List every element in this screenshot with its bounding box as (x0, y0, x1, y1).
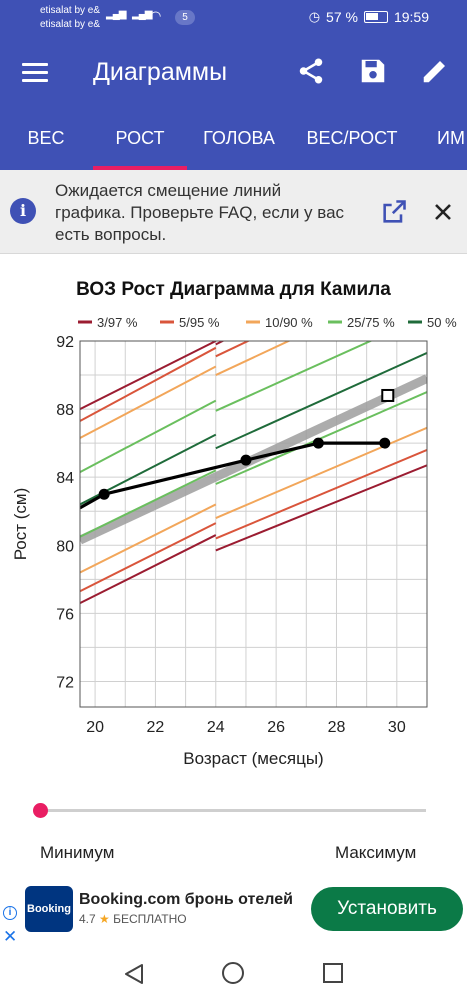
wifi-icon: ◠ (150, 8, 161, 23)
slider-max-label: Максимум (335, 843, 417, 862)
y-tick-label: 72 (56, 674, 74, 691)
data-point (379, 437, 391, 449)
ad-subtitle: 4.7 ★ БЕСПЛАТНО (79, 912, 187, 926)
projected-point (381, 388, 395, 402)
share-icon[interactable] (296, 56, 326, 86)
percentile-line (215, 391, 427, 485)
x-tick-label: 24 (207, 719, 225, 736)
y-tick-label: 80 (56, 538, 74, 555)
close-icon[interactable] (431, 200, 455, 224)
battery-percent: 57 % (326, 9, 358, 25)
percentile-line (215, 426, 427, 519)
ad-title[interactable]: Booking.com бронь отелей (79, 891, 293, 908)
carrier-label: etisalat by e& (40, 19, 101, 30)
plot-area (80, 341, 427, 605)
percentile-line (215, 341, 291, 376)
tab-weight-height[interactable]: ВЕС/РОСТ (306, 128, 398, 148)
percentile-line (80, 522, 217, 593)
x-tick-label: 30 (388, 719, 406, 736)
navigation-bar (0, 944, 467, 1000)
growth-chart: 3/97 % 5/95 % 10/90 % 25/75 % 50 % 72 76 80 84 88… (11, 315, 457, 768)
tab-head[interactable]: ГОЛОВА (203, 128, 275, 148)
percentile-line (80, 399, 217, 473)
x-tick-label: 22 (147, 719, 165, 736)
tab-indicator (93, 166, 187, 170)
y-tick-label: 76 (56, 606, 74, 623)
x-tick-label: 20 (86, 719, 104, 736)
ad-info-icon[interactable]: i (3, 906, 17, 920)
info-icon: i (10, 198, 36, 224)
signal-icon: ▂▄▆ (106, 9, 126, 20)
carrier-label: etisalat by e& (40, 5, 101, 16)
chart-title: ВОЗ Рост Диаграмма для Камила (76, 279, 391, 300)
legend-label: 10/90 % (265, 315, 313, 330)
edit-icon[interactable] (420, 56, 450, 86)
slider-min-label: Минимум (40, 843, 115, 862)
percentile-line (215, 464, 427, 552)
data-point (98, 488, 110, 500)
notification-badge: 5 (175, 10, 195, 25)
notice-text: Ожидается смещение линий графика. Провер… (55, 181, 345, 244)
x-axis-label: Возраст (месяцы) (183, 749, 323, 768)
ad-logo[interactable]: Booking (25, 886, 73, 932)
percentile-line (80, 341, 217, 410)
x-tick-label: 26 (267, 719, 285, 736)
ad-rating: 4.7 (79, 912, 96, 926)
legend-label: 3/97 % (97, 315, 138, 330)
percentile-line (80, 469, 217, 538)
percentile-line (215, 341, 225, 346)
tab-other[interactable]: ИМ (437, 128, 465, 148)
legend-label: 25/75 % (347, 315, 395, 330)
save-icon[interactable] (358, 56, 388, 86)
percentile-line (215, 341, 251, 358)
legend-label: 50 % (427, 315, 457, 330)
range-slider-track[interactable] (38, 809, 426, 812)
ad-close-icon[interactable]: ✕ (3, 927, 18, 946)
tab-weight[interactable]: ВЕС (27, 128, 65, 148)
y-tick-label: 92 (56, 334, 74, 351)
y-tick-label: 84 (56, 470, 74, 487)
y-tick-label: 88 (56, 402, 74, 419)
percentile-line (215, 341, 373, 412)
open-external-icon[interactable] (380, 198, 408, 226)
tab-height[interactable]: РОСТ (115, 128, 165, 148)
clock: 19:59 (393, 9, 429, 25)
range-slider-thumb[interactable] (33, 803, 48, 818)
battery-icon (363, 11, 388, 23)
percentile-line (80, 503, 217, 574)
back-icon[interactable] (125, 964, 143, 984)
data-point (312, 437, 324, 449)
ad-price: БЕСПЛАТНО (113, 912, 187, 926)
recents-icon[interactable] (323, 963, 343, 983)
install-button[interactable]: Установить (311, 887, 463, 931)
alarm-icon: ◷ (308, 9, 321, 24)
app-bar: Диаграммы (0, 36, 467, 110)
star-icon: ★ (99, 912, 110, 926)
data-point (240, 454, 252, 466)
tab-bar: ВЕС РОСТ ГОЛОВА ВЕС/РОСТ ИМ (0, 110, 467, 170)
status-bar: etisalat by e& etisalat by e& ▂▄▆ ▂▄▆ ◠ … (0, 0, 467, 36)
x-tick-label: 28 (328, 719, 346, 736)
y-axis-label: Рост (см) (11, 488, 30, 561)
notice-banner (0, 170, 467, 254)
percentile-line (215, 352, 427, 450)
percentile-line (80, 346, 217, 422)
percentile-line (80, 365, 217, 439)
home-icon[interactable] (222, 962, 244, 984)
percentile-line (80, 534, 217, 605)
signal-icon: ▂▄▆ (132, 9, 152, 20)
menu-icon[interactable] (22, 63, 48, 83)
percentile-line (215, 449, 427, 540)
legend-label: 5/95 % (179, 315, 220, 330)
page-title: Диаграммы (93, 58, 228, 86)
plot-frame (79, 340, 428, 708)
